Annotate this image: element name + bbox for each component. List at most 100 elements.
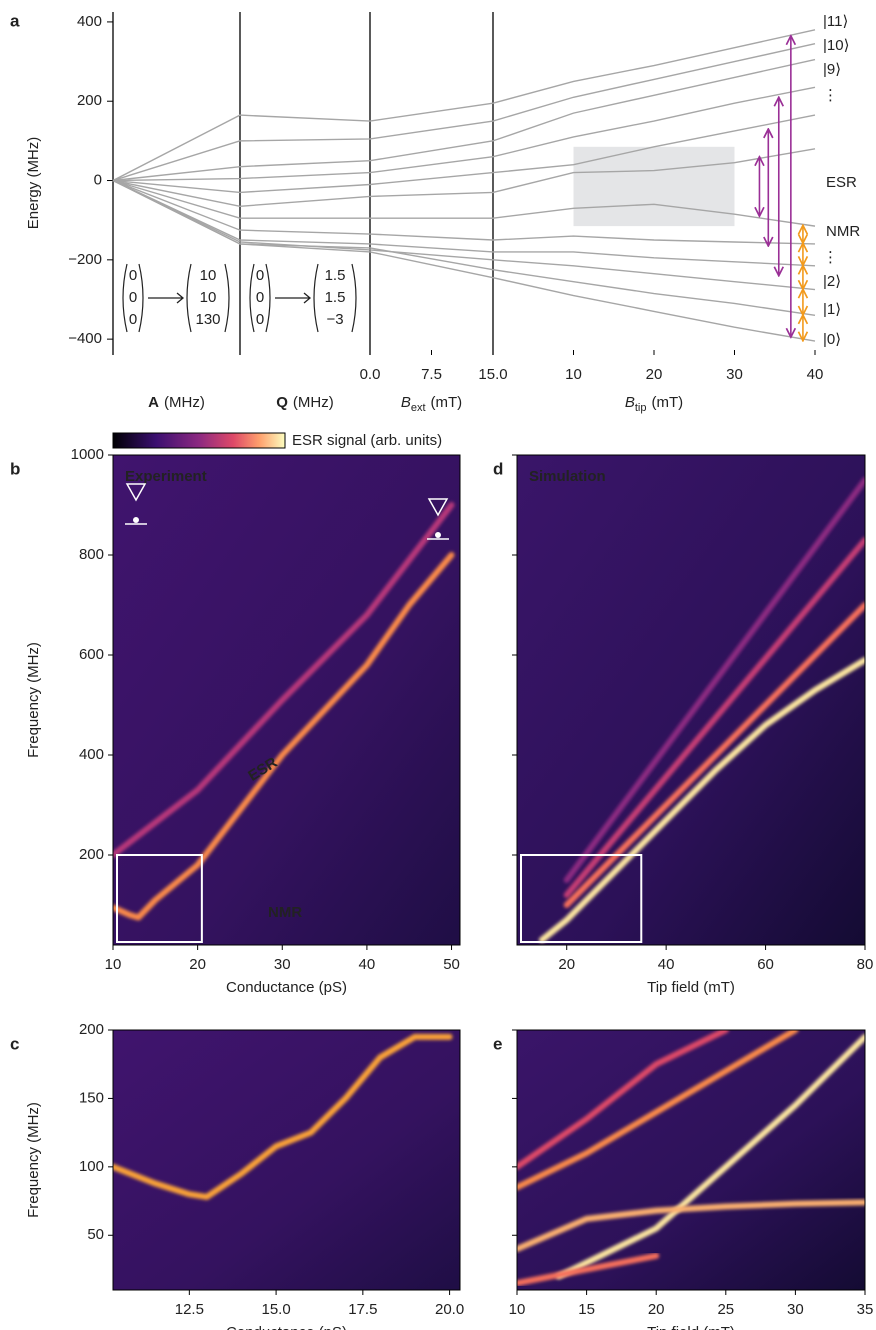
- panel-label: e: [493, 1034, 502, 1053]
- x-axis-symbol: B: [401, 394, 411, 411]
- panel-b: b 10 20 30 40 50 200 400 600 800 1000 Conductance (…: [10, 446, 461, 996]
- matrix-entry: 10: [200, 289, 217, 306]
- energy-level: [112, 86, 816, 182]
- y-tick-label: 400: [79, 746, 104, 763]
- x-axis-symbol: Q: [276, 394, 288, 411]
- x-axis-label: Conductance (pS): [226, 1324, 347, 1330]
- heatmap-background: [113, 1030, 460, 1290]
- heatmap-traces: [517, 477, 865, 943]
- x-axis-symbol: A: [148, 394, 159, 411]
- x-axis-unit: (MHz): [293, 394, 334, 411]
- x-tick-label: 7.5: [421, 366, 442, 383]
- energy-level: [112, 29, 816, 182]
- y-tick-label: 200: [77, 92, 102, 109]
- x-axis-label: Tip field (mT): [647, 1324, 735, 1330]
- x-tick-label: 17.5: [348, 1301, 377, 1318]
- x-tick-label: 20: [646, 366, 663, 383]
- colorbar-label: ESR signal (arb. units): [292, 432, 442, 449]
- x-tick-label: 20.0: [435, 1301, 464, 1318]
- matrix-entry: 0: [256, 267, 264, 284]
- signal-ridge: [563, 537, 865, 898]
- signal-ridge: [113, 1033, 453, 1200]
- matrix-entry: 0: [129, 311, 137, 328]
- x-axis-label: Bext (mT): [401, 394, 462, 414]
- x-tick-label: 30: [726, 366, 743, 383]
- atom-icon: [133, 517, 139, 523]
- y-tick-label: 100: [79, 1158, 104, 1175]
- x-tick-label: 10: [105, 956, 122, 973]
- x-axis-label: Conductance (pS): [226, 979, 347, 996]
- matrix-bracket: [313, 263, 357, 333]
- tip-icon: [125, 483, 147, 502]
- energy-level: [112, 43, 816, 182]
- arrow: [148, 292, 185, 304]
- signal-ridge: [517, 1030, 729, 1170]
- signal-ridge: [113, 502, 455, 858]
- x-axis-subscript: ext: [411, 402, 426, 414]
- energy-level: [112, 58, 816, 182]
- signal-ridge: [555, 1033, 865, 1280]
- y-tick-label: 400: [77, 13, 102, 30]
- x-axis-unit: (mT): [651, 394, 683, 411]
- x-tick-label: 60: [757, 956, 774, 973]
- zoom-box: [520, 854, 643, 943]
- energy-level: [112, 179, 816, 245]
- level-label: |1⟩: [823, 301, 841, 318]
- annotation: NMR: [268, 904, 302, 921]
- signal-ridge: [517, 1252, 660, 1287]
- x-tick-label: 80: [857, 956, 874, 973]
- y-tick-label: −400: [68, 330, 102, 347]
- signal-ridge: [563, 477, 865, 883]
- frame: [112, 454, 461, 946]
- y-axis-label: Frequency (MHz): [25, 642, 42, 758]
- energy-level: [112, 114, 816, 194]
- matrix-bracket: [249, 263, 271, 333]
- heatmap-background: [517, 455, 865, 945]
- zoom-box: [116, 854, 203, 943]
- level-label: |2⟩: [823, 273, 841, 290]
- atom-icon: [435, 532, 441, 538]
- energy-level: [112, 148, 816, 208]
- x-tick-label: 40: [807, 366, 824, 383]
- x-tick-label: 0.0: [360, 366, 381, 383]
- y-axis-label: Energy (MHz): [25, 137, 42, 230]
- y-tick-label: 600: [79, 646, 104, 663]
- level-label: ⋮: [823, 249, 838, 266]
- heatmap-traces: [517, 1030, 865, 1287]
- x-tick-label: 15.0: [478, 366, 507, 383]
- x-tick-label: 12.5: [175, 1301, 204, 1318]
- matrix-entry: 10: [200, 267, 217, 284]
- x-tick-label: 15.0: [261, 1301, 290, 1318]
- level-label: |9⟩: [823, 61, 841, 78]
- highlight-region: [573, 146, 735, 227]
- x-tick-label: 40: [359, 956, 376, 973]
- x-axis-label: Btip (mT): [625, 394, 683, 414]
- tip-icon: [427, 498, 449, 517]
- frame: [112, 1029, 461, 1291]
- energy-level: [112, 179, 816, 267]
- level-label: ⋮: [823, 87, 838, 104]
- panel-label: b: [10, 459, 20, 478]
- panel-title: Experiment: [125, 468, 207, 485]
- heatmap-traces: [113, 1033, 460, 1283]
- nmr-label: NMR: [826, 223, 860, 240]
- matrix-entry: 130: [195, 311, 220, 328]
- x-axis-symbol: B: [625, 394, 635, 411]
- panel-label: c: [10, 1034, 19, 1053]
- x-tick-label: 15: [578, 1301, 595, 1318]
- matrix-entry: 0: [129, 267, 137, 284]
- arrow: [275, 292, 312, 304]
- y-tick-label: 200: [79, 846, 104, 863]
- x-axis-label: A (MHz): [148, 394, 205, 411]
- y-tick-label: −200: [68, 251, 102, 268]
- level-label: |0⟩: [823, 331, 841, 348]
- x-tick-label: 10: [509, 1301, 526, 1318]
- x-tick-label: 10: [565, 366, 582, 383]
- signal-ridge: [538, 657, 865, 943]
- matrix-entry: 1.5: [325, 289, 346, 306]
- matrix-entry: −3: [326, 311, 343, 328]
- matrix-bracket: [122, 263, 144, 333]
- level-label: |11⟩: [823, 13, 848, 30]
